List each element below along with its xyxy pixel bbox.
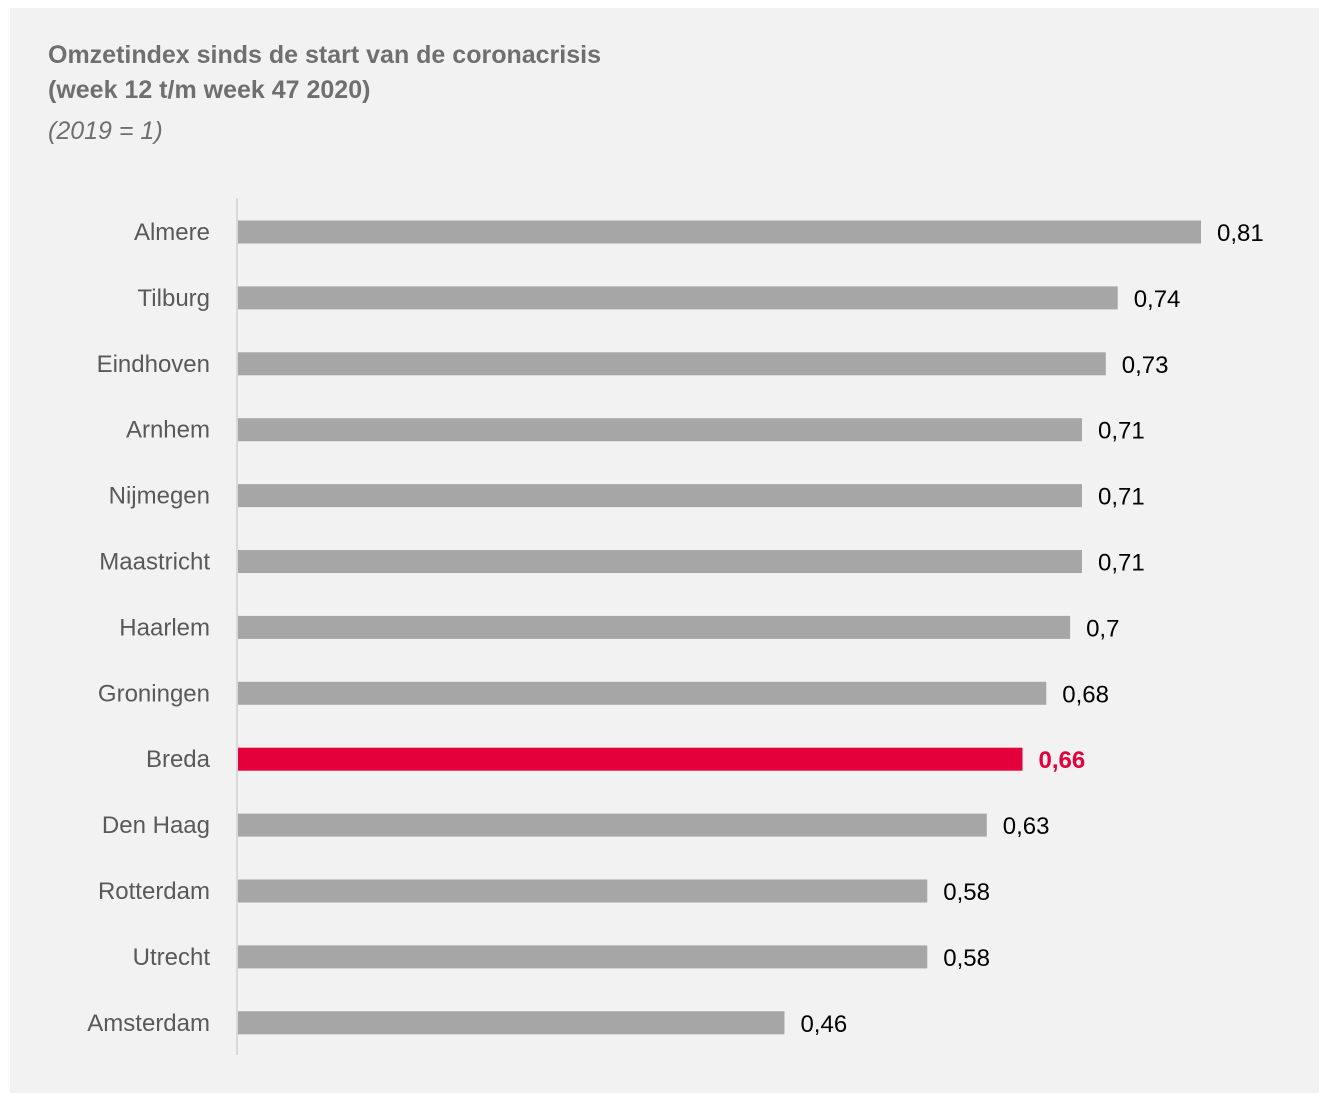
category-label-maastricht: Maastricht [99,549,210,576]
category-label-rotterdam: Rotterdam [98,878,210,905]
bar-nijmegen [237,484,1082,508]
chart-title-line-1: Omzetindex sinds de start van de coronac… [48,41,601,69]
value-label-almere: 0,81 [1217,220,1264,247]
value-label-rotterdam: 0,58 [943,879,990,906]
value-label-den-haag: 0,63 [1003,813,1050,840]
category-label-tilburg: Tilburg [138,285,210,312]
category-label-arnhem: Arnhem [126,417,210,444]
value-label-breda: 0,66 [1038,747,1085,774]
chart-title-line-2: (week 12 t/m week 47 2020) [48,76,371,104]
bar-haarlem [237,615,1071,639]
value-label-groningen: 0,68 [1062,681,1109,708]
category-label-nijmegen: Nijmegen [109,483,210,510]
value-label-maastricht: 0,71 [1098,550,1145,577]
bar-rotterdam [237,879,928,903]
category-label-den-haag: Den Haag [102,812,210,839]
bar-eindhoven [237,352,1106,376]
bar-almere [237,220,1201,244]
value-label-eindhoven: 0,73 [1122,352,1169,379]
bar-arnhem [237,418,1082,442]
value-label-amsterdam: 0,46 [800,1011,847,1038]
category-label-almere: Almere [134,219,210,246]
category-label-groningen: Groningen [98,680,210,707]
bar-groningen [237,681,1047,705]
category-label-amsterdam: Amsterdam [87,1010,210,1037]
bar-breda [237,747,1023,771]
category-label-eindhoven: Eindhoven [97,351,210,378]
value-label-arnhem: 0,71 [1098,418,1145,445]
bar-amsterdam [237,1011,785,1035]
bar-tilburg [237,286,1118,310]
bar-maastricht [237,550,1082,573]
value-label-nijmegen: 0,71 [1098,484,1145,511]
value-label-tilburg: 0,74 [1134,286,1181,313]
category-label-haarlem: Haarlem [119,614,210,641]
value-label-utrecht: 0,58 [943,945,990,972]
category-label-utrecht: Utrecht [133,944,211,971]
category-labels-group: Almere Tilburg Eindhoven Arnhem Nijmegen Maas… [87,219,210,1037]
bar-utrecht [237,945,928,969]
bar-den-haag [237,813,987,837]
value-label-haarlem: 0,7 [1086,615,1119,642]
chart-subtitle: (2019 = 1) [48,117,163,145]
value-labels-group: 0,81 0,74 0,73 0,71 0,71 0,71 0,7 0,68 0,66 0,63 0… [800,220,1263,1038]
bars-group [237,220,1201,1035]
chart-title: Omzetindex sinds de start van de coronac… [48,38,601,108]
category-label-breda: Breda [146,746,211,773]
